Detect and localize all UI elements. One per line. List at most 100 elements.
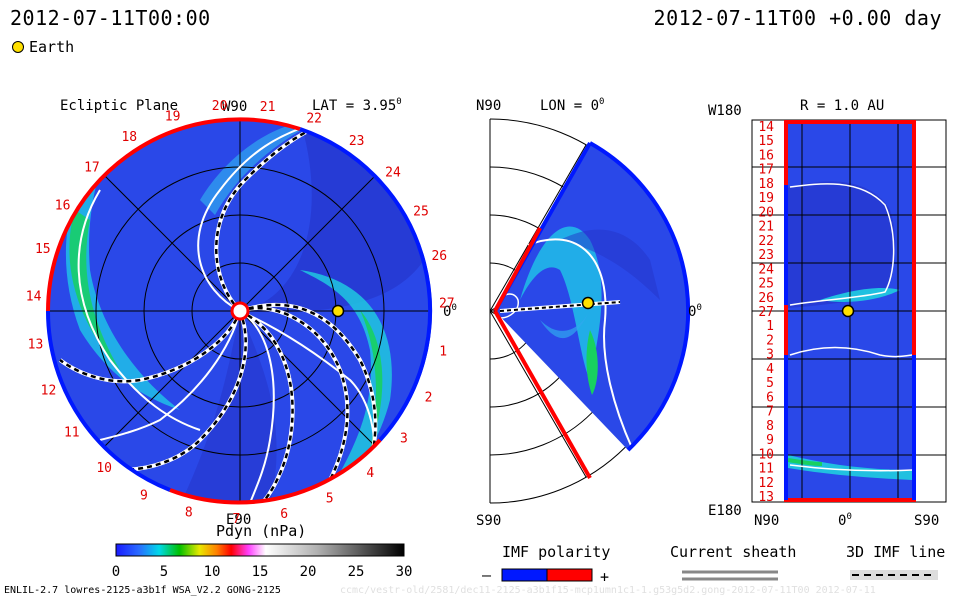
carrington-label: 14 — [26, 289, 42, 304]
carrington-label: 27 — [439, 297, 455, 312]
radial-y-label: 23 — [758, 248, 774, 263]
carrington-label: 11 — [64, 426, 80, 441]
carrington-label: 3 — [400, 432, 408, 447]
radial-y-label: 14 — [758, 120, 774, 135]
colorbar-tick-label: 10 — [204, 564, 221, 580]
carrington-label: 20 — [212, 99, 228, 114]
radial-y-label: 11 — [758, 462, 774, 477]
carrington-label: 15 — [35, 242, 51, 257]
radial-bottom-label: E180 — [708, 503, 742, 519]
radial-top-label: W180 — [708, 103, 742, 119]
earth-marker-radial-icon — [841, 304, 855, 318]
colorbar-tick-label: 25 — [348, 564, 365, 580]
meridional-lon-label: LON = 00 — [540, 97, 604, 114]
ecliptic-lat-label: LAT = 3.950 — [312, 97, 402, 114]
ecliptic-plane-panel: Ecliptic Plane LAT = 3.950 W90 E90 00 19… — [26, 97, 457, 528]
colorbar-tick-label: 15 — [252, 564, 269, 580]
colorbar-tick-label: 30 — [396, 564, 413, 580]
carrington-label: 17 — [84, 160, 100, 175]
earth-legend: Earth — [12, 38, 74, 56]
radial-y-label: 27 — [758, 305, 774, 320]
colorbar-ticks: 0 5 10 15 20 25 30 — [112, 564, 413, 580]
radial-y-label: 24 — [758, 262, 774, 277]
carrington-label: 10 — [96, 461, 112, 476]
meridional-top-label: N90 — [476, 98, 501, 114]
carrington-label: 8 — [185, 506, 193, 521]
carrington-label: 12 — [41, 384, 57, 399]
carrington-label: 23 — [349, 134, 365, 149]
imf-polarity-title: IMF polarity — [502, 543, 610, 561]
ecliptic-bottom-label: E90 — [226, 512, 251, 528]
imf-line-title: 3D IMF line — [846, 543, 945, 561]
radial-y-label: 18 — [758, 177, 774, 192]
colorbar-gradient — [115, 543, 405, 557]
carrington-label: 25 — [413, 205, 429, 220]
ecliptic-top-label: W90 — [222, 99, 247, 115]
meridional-plane-panel: N90 S90 LON = 00 00 — [476, 97, 702, 529]
radial-y-label: 10 — [758, 447, 774, 462]
radial-y-label: 15 — [758, 134, 774, 149]
radial-y-label: 5 — [766, 376, 774, 391]
current-sheath-legend: Current sheath — [670, 543, 796, 581]
imf-polarity-legend: IMF polarity – + — [482, 543, 610, 586]
radial-y-label: 25 — [758, 277, 774, 292]
ecliptic-right-label: 00 — [443, 303, 457, 320]
imf-positive-swatch — [546, 568, 593, 582]
radial-y-label: 4 — [766, 362, 774, 377]
carrington-label: 21 — [260, 100, 276, 115]
radial-y-label: 9 — [766, 433, 774, 448]
radial-y-label: 7 — [766, 405, 774, 420]
imf-minus-label: – — [482, 566, 492, 584]
carrington-label: 7 — [232, 512, 240, 527]
imf-negative-swatch — [501, 568, 548, 582]
radial-y-label: 19 — [758, 191, 774, 206]
radial-y-label: 13 — [758, 490, 774, 505]
colorbar-title: Pdyn (nPa) — [216, 522, 306, 540]
carrington-label: 5 — [326, 492, 334, 507]
radial-x-right-label: S90 — [914, 513, 939, 529]
carrington-label: 16 — [55, 198, 71, 213]
radial-y-labels: 1415161718192021222324252627123456789101… — [758, 120, 774, 505]
imf-plus-label: + — [600, 568, 609, 586]
radial-x-left-label: N90 — [754, 513, 779, 529]
radial-x-mid-label: 00 — [838, 512, 852, 529]
elapsed-time-title: 2012-07-11T00 +0.00 day — [653, 6, 942, 30]
carrington-label: 2 — [425, 390, 433, 405]
colorbar-tick-label: 20 — [300, 564, 317, 580]
radial-y-label: 12 — [758, 476, 774, 491]
carrington-label: 24 — [385, 166, 401, 181]
radial-surface-panel: R = 1.0 AU W180 E180 N90 00 S90 14151617… — [708, 98, 947, 529]
ecliptic-rim-negative-polarity — [299, 127, 433, 442]
radial-y-label: 21 — [758, 220, 774, 235]
colorbar-tick-label: 0 — [112, 564, 120, 580]
ecliptic-rim-positive-polarity — [46, 117, 301, 312]
earth-marker-icon — [12, 41, 24, 53]
carrington-label: 26 — [431, 249, 447, 264]
ecliptic-title: Ecliptic Plane — [60, 98, 178, 114]
imf-line-legend: 3D IMF line — [846, 543, 945, 580]
carrington-label: 6 — [280, 507, 288, 522]
radial-y-label: 8 — [766, 419, 774, 434]
meridional-bottom-label: S90 — [476, 513, 501, 529]
carrington-label: 4 — [366, 466, 374, 481]
radial-y-label: 3 — [766, 348, 774, 363]
radial-y-label: 20 — [758, 205, 774, 220]
radial-y-label: 22 — [758, 234, 774, 249]
pdyn-colorbar: Pdyn (nPa) 0 5 10 15 20 25 30 — [112, 522, 413, 580]
timestamp-title: 2012-07-11T00:00 — [10, 6, 211, 30]
radial-y-label: 16 — [758, 149, 774, 164]
radial-y-label: 6 — [766, 390, 774, 405]
earth-marker-meridional-icon — [581, 296, 595, 310]
radial-y-label: 26 — [758, 291, 774, 306]
carrington-label: 9 — [140, 488, 148, 503]
radial-title: R = 1.0 AU — [800, 98, 884, 114]
carrington-label: 19 — [165, 109, 181, 124]
carrington-label: 13 — [28, 337, 44, 352]
model-info-footer: ENLIL-2.7 lowres-2125-a3b1f WSA_V2.2 GON… — [4, 585, 281, 596]
run-id-footer: ccmc/vestr-old/2581/dec11-2125-a3b1f15-m… — [340, 585, 876, 596]
meridional-right-label: 00 — [688, 303, 702, 320]
carrington-label: 22 — [306, 112, 322, 127]
carrington-label: 18 — [121, 130, 137, 145]
